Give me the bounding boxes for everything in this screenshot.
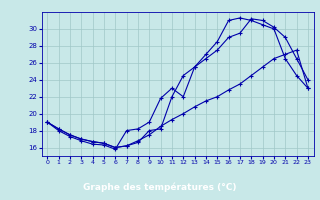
Text: Graphe des températures (°C): Graphe des températures (°C)	[83, 183, 237, 192]
